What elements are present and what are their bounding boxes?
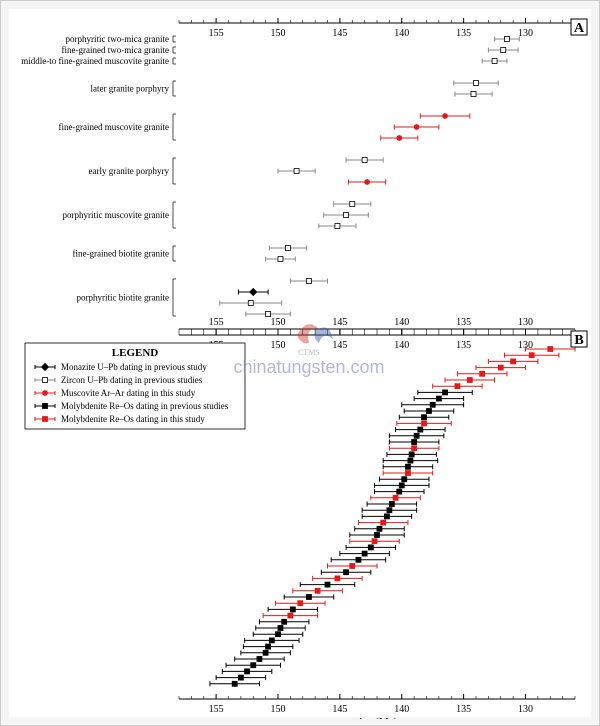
figure-container: 155 150 145 140 135 130 155 150 145 140 135 130 155 1… <box>0 0 600 726</box>
rock-type-label: porphyritic two-mica granite <box>66 34 169 44</box>
legend-item-label: Zircon U–Pb dating in previous studies <box>61 375 203 385</box>
axis-tick-label: 145 <box>332 28 347 39</box>
rock-type-label: fine-grained biotite granite <box>73 249 169 259</box>
axis-tick-label: 135 <box>456 317 471 328</box>
legend-item-label: Molybdenite Re–Os dating in this study <box>61 414 205 424</box>
axis-tick-label: 140 <box>394 28 409 39</box>
axis-tick-label: 130 <box>518 317 533 328</box>
x-axis-label: Age(Ma) <box>357 716 398 719</box>
legend-title: LEGEND <box>112 347 159 359</box>
chart-svg: 155 150 145 140 135 130 155 150 145 140 135 130 155 1… <box>9 9 593 719</box>
axis-tick-label: 135 <box>456 340 471 351</box>
axis-tick-label: 150 <box>271 704 286 715</box>
rock-type-label: porphyritic muscovite granite <box>63 210 169 220</box>
legend-item-label: Molybdenite Re–Os dating in previous stu… <box>61 401 229 411</box>
axis-tick-label: 135 <box>456 28 471 39</box>
axis-tick-label: 130 <box>518 704 533 715</box>
legend-item-label: Muscovite Ar–Ar dating in this study <box>61 388 196 398</box>
axis-tick-label: 155 <box>209 704 224 715</box>
axis-tick-label: 140 <box>394 340 409 351</box>
axis-tick-label: 150 <box>271 340 286 351</box>
watermark-sub: CTMS <box>298 348 320 357</box>
legend-item-label: Monazite U–Pb dating in previous study <box>61 362 207 372</box>
panel-letter: A <box>574 21 585 36</box>
axis-tick-label: 145 <box>332 317 347 328</box>
rock-type-label: porphyritic biotite granite <box>77 293 169 303</box>
watermark-text: chinatungsten.com <box>233 357 384 377</box>
rock-type-label: fine-grained two-mica granite <box>62 45 169 55</box>
rock-type-label: middle-to fine-grained muscovite granite <box>21 56 169 66</box>
axis-tick-label: 140 <box>394 704 409 715</box>
plot-area: 155 150 145 140 135 130 155 150 145 140 135 130 155 1… <box>9 9 591 717</box>
rock-type-label: early granite porphyry <box>89 166 170 176</box>
axis-tick-label: 150 <box>271 28 286 39</box>
panel-letter: B <box>574 333 583 348</box>
rock-type-label: later granite porphyry <box>91 84 170 94</box>
axis-tick-label: 155 <box>209 317 224 328</box>
axis-tick-label: 155 <box>209 28 224 39</box>
rock-type-label: fine-grained muscovite granite <box>59 122 169 132</box>
axis-tick-label: 145 <box>332 704 347 715</box>
axis-tick-label: 130 <box>518 28 533 39</box>
axis-tick-label: 135 <box>456 704 471 715</box>
axis-tick-label: 150 <box>271 317 286 328</box>
axis-tick-label: 145 <box>332 340 347 351</box>
axis-tick-label: 140 <box>394 317 409 328</box>
